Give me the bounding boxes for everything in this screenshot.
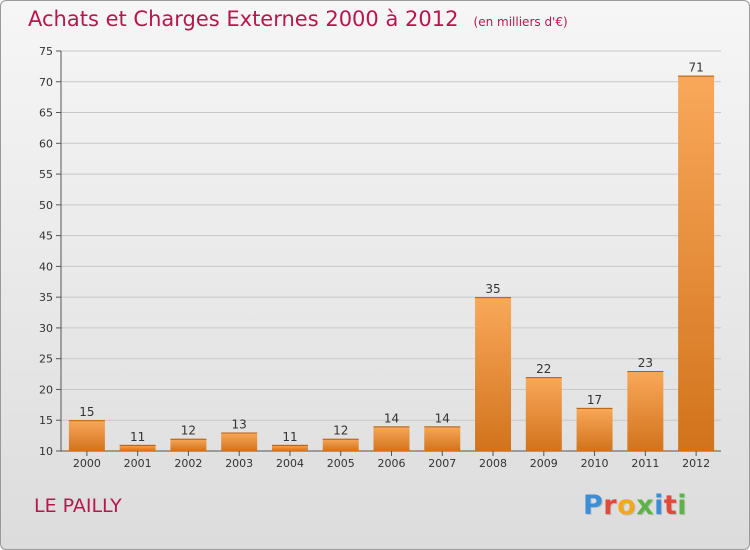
logo-letter: r — [603, 490, 618, 521]
labels: 10 15 20 25 30 35 40 45 50 55 60 65 70 75 15 2000 11 2001… — [39, 45, 710, 470]
x-tick-label-2006: 2006 — [378, 457, 406, 470]
value-label-2007: 14 — [435, 411, 450, 425]
x-tick-label-2011: 2011 — [631, 457, 659, 470]
bar-2011 — [627, 371, 664, 451]
x-tick-label-2003: 2003 — [225, 457, 253, 470]
y-tick-label: 70 — [39, 76, 53, 89]
value-label-2012: 71 — [688, 61, 703, 75]
x-tick-label-2007: 2007 — [428, 457, 456, 470]
axes — [56, 50, 721, 456]
value-label-2006: 14 — [384, 411, 399, 425]
x-tick-label-2009: 2009 — [530, 457, 558, 470]
y-tick-label: 30 — [39, 322, 53, 335]
x-tick-label-2005: 2005 — [327, 457, 355, 470]
y-tick-label: 10 — [39, 445, 53, 458]
y-tick-label: 35 — [39, 291, 53, 304]
bar-2012 — [678, 75, 715, 451]
x-tick-label-2001: 2001 — [124, 457, 152, 470]
logo-letter: P — [583, 490, 604, 521]
bar-2007 — [424, 426, 461, 451]
logo-letter: i — [677, 490, 688, 521]
value-label-2008: 35 — [485, 282, 500, 296]
bar-2004 — [271, 444, 308, 451]
value-label-2010: 17 — [587, 393, 602, 407]
bar-2003 — [221, 432, 258, 451]
logo-letter: t — [663, 490, 678, 521]
y-tick-label: 45 — [39, 230, 53, 243]
chart-title: Achats et Charges Externes 2000 à 2012 — [28, 7, 459, 31]
bar-2010 — [576, 407, 613, 451]
grid-lines — [61, 50, 721, 452]
y-tick-label: 25 — [39, 353, 53, 366]
value-label-2002: 12 — [181, 424, 196, 438]
bar-2000 — [68, 420, 105, 451]
logo-letter: o — [617, 490, 637, 521]
chart-header: Achats et Charges Externes 2000 à 2012 (… — [28, 7, 568, 31]
value-label-2011: 23 — [638, 356, 653, 370]
x-tick-label-2000: 2000 — [73, 457, 101, 470]
y-tick-label: 75 — [39, 45, 53, 58]
chart-subtitle: (en milliers d'€) — [473, 15, 568, 29]
bar-2005 — [322, 438, 359, 451]
value-label-2005: 12 — [333, 424, 348, 438]
proxiti-logo: Proxiti — [583, 490, 687, 521]
value-label-2004: 11 — [282, 430, 297, 444]
logo-letter: x — [636, 490, 655, 521]
bar-2009 — [525, 377, 562, 451]
y-tick-label: 50 — [39, 199, 53, 212]
y-tick-label: 65 — [39, 107, 53, 120]
x-tick-label-2012: 2012 — [682, 457, 710, 470]
logo-letter: i — [654, 490, 664, 521]
bars — [68, 75, 715, 451]
x-tick-label-2008: 2008 — [479, 457, 507, 470]
y-tick-label: 55 — [39, 168, 53, 181]
value-label-2000: 15 — [79, 405, 94, 419]
bar-2001 — [119, 444, 156, 451]
y-tick-label: 40 — [39, 260, 53, 273]
value-label-2003: 13 — [232, 418, 247, 432]
bar-2008 — [475, 297, 512, 451]
x-tick-label-2002: 2002 — [174, 457, 202, 470]
y-tick-label: 20 — [39, 383, 53, 396]
x-tick-label-2004: 2004 — [276, 457, 304, 470]
bar-2006 — [373, 426, 410, 451]
commune-name: LE PAILLY — [34, 495, 122, 517]
y-tick-label: 15 — [39, 414, 53, 427]
value-label-2009: 22 — [536, 362, 551, 376]
x-tick-label-2010: 2010 — [581, 457, 609, 470]
y-tick-label: 60 — [39, 137, 53, 150]
value-label-2001: 11 — [130, 430, 145, 444]
bar-2002 — [170, 438, 207, 451]
